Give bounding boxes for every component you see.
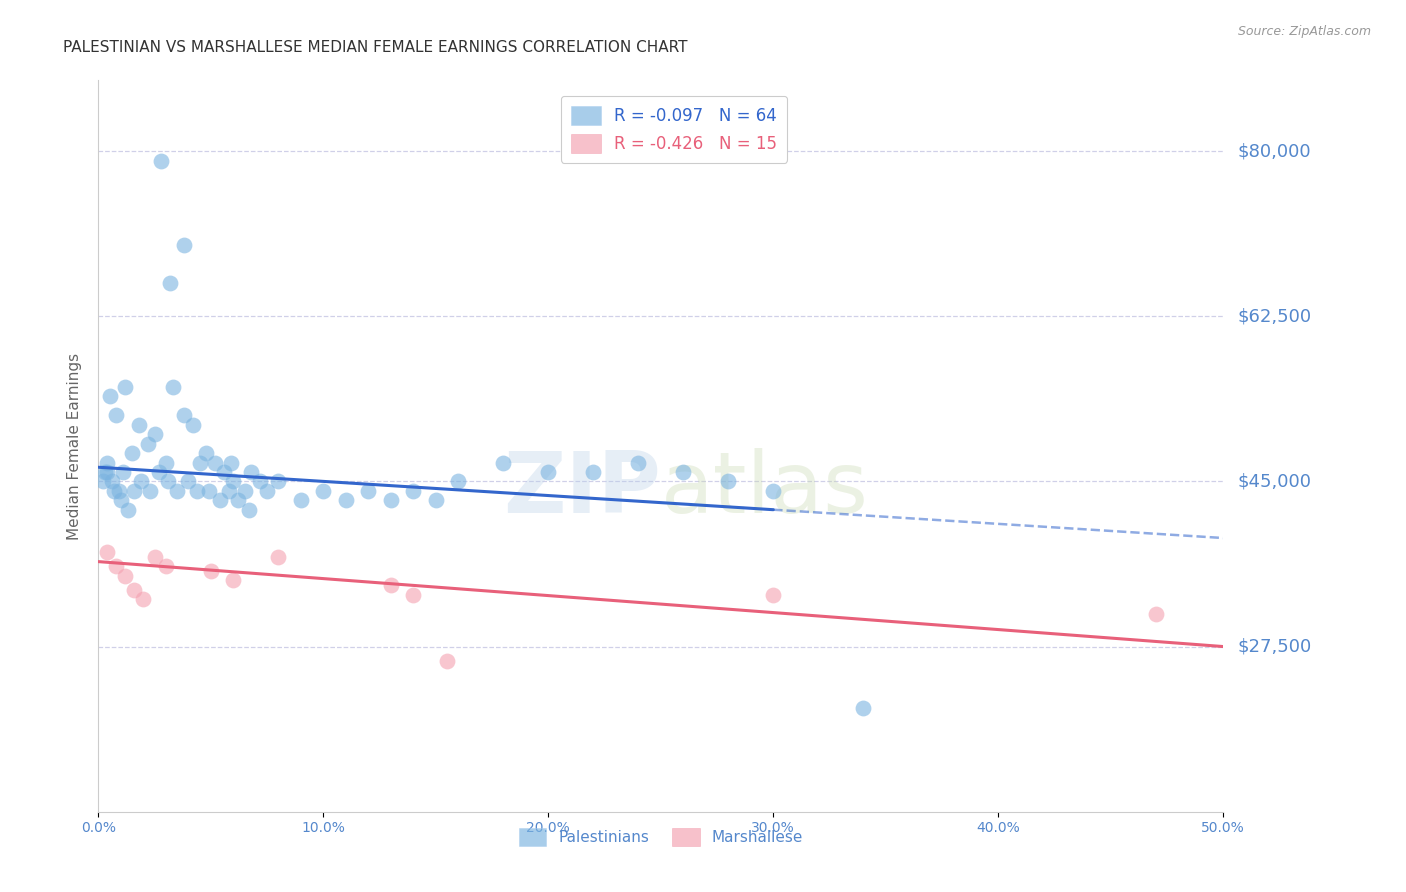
Point (222, 475, 245, 489)
Point (240, 465, 263, 479)
Point (402, 483, 425, 498)
Point (197, 483, 219, 498)
Point (627, 456, 650, 470)
Point (177, 475, 200, 489)
Point (717, 475, 740, 489)
Text: $80,000: $80,000 (1237, 142, 1310, 160)
Point (136, 436, 159, 450)
Point (267, 549, 290, 564)
Text: $27,500: $27,500 (1237, 638, 1312, 656)
Point (537, 465, 560, 479)
Point (148, 465, 170, 479)
Point (103, 483, 125, 498)
Point (762, 483, 785, 498)
Point (188, 456, 211, 470)
Point (222, 574, 245, 588)
Point (492, 456, 515, 470)
Point (114, 568, 136, 582)
Point (181, 417, 204, 432)
Point (124, 582, 146, 597)
Text: $62,500: $62,500 (1237, 307, 1312, 326)
Point (582, 465, 605, 479)
Point (200, 564, 222, 578)
Point (186, 483, 208, 498)
Point (105, 409, 128, 423)
Legend: Palestinians, Marshallese: Palestinians, Marshallese (512, 822, 810, 852)
Point (380, 578, 402, 592)
Point (143, 427, 166, 442)
Point (290, 493, 312, 508)
Text: $45,000: $45,000 (1237, 473, 1312, 491)
Point (267, 475, 290, 489)
Point (155, 559, 177, 574)
Point (233, 483, 256, 498)
Point (132, 592, 155, 607)
Point (256, 483, 278, 498)
Point (208, 493, 231, 508)
Point (96, 465, 118, 479)
Point (226, 493, 249, 508)
Point (114, 380, 136, 394)
Point (195, 446, 218, 460)
Text: PALESTINIAN VS MARSHALLESE MEDIAN FEMALE EARNINGS CORRELATION CHART: PALESTINIAN VS MARSHALLESE MEDIAN FEMALE… (63, 40, 688, 55)
Point (150, 153, 173, 168)
Point (107, 483, 129, 498)
Point (219, 456, 242, 470)
Point (425, 493, 447, 508)
Point (672, 465, 695, 479)
Point (157, 475, 180, 489)
Point (852, 701, 875, 715)
Point (155, 456, 177, 470)
Point (128, 417, 150, 432)
Point (91, 475, 114, 489)
Point (98, 389, 121, 403)
Point (238, 502, 260, 516)
Point (380, 493, 402, 508)
Point (162, 380, 184, 394)
Point (173, 409, 195, 423)
Point (1144, 607, 1167, 621)
Text: ZIP: ZIP (503, 449, 661, 532)
Point (121, 446, 143, 460)
Point (139, 483, 162, 498)
Point (166, 483, 188, 498)
Point (124, 483, 146, 498)
Point (110, 493, 132, 508)
Point (312, 483, 335, 498)
Text: atlas: atlas (661, 449, 869, 532)
Text: Source: ZipAtlas.com: Source: ZipAtlas.com (1237, 25, 1371, 38)
Point (105, 559, 128, 574)
Point (218, 483, 240, 498)
Point (94, 465, 117, 479)
Point (249, 475, 271, 489)
Point (402, 588, 425, 602)
Point (173, 238, 195, 252)
Point (159, 276, 181, 290)
Point (96, 456, 118, 470)
Y-axis label: Median Female Earnings: Median Female Earnings (67, 352, 83, 540)
Point (204, 456, 226, 470)
Point (117, 502, 139, 516)
Point (96, 545, 118, 559)
Point (129, 475, 152, 489)
Point (762, 588, 785, 602)
Point (335, 493, 357, 508)
Point (112, 465, 135, 479)
Point (101, 475, 124, 489)
Point (436, 654, 458, 668)
Point (214, 465, 236, 479)
Point (357, 483, 380, 498)
Point (143, 549, 166, 564)
Point (447, 475, 470, 489)
